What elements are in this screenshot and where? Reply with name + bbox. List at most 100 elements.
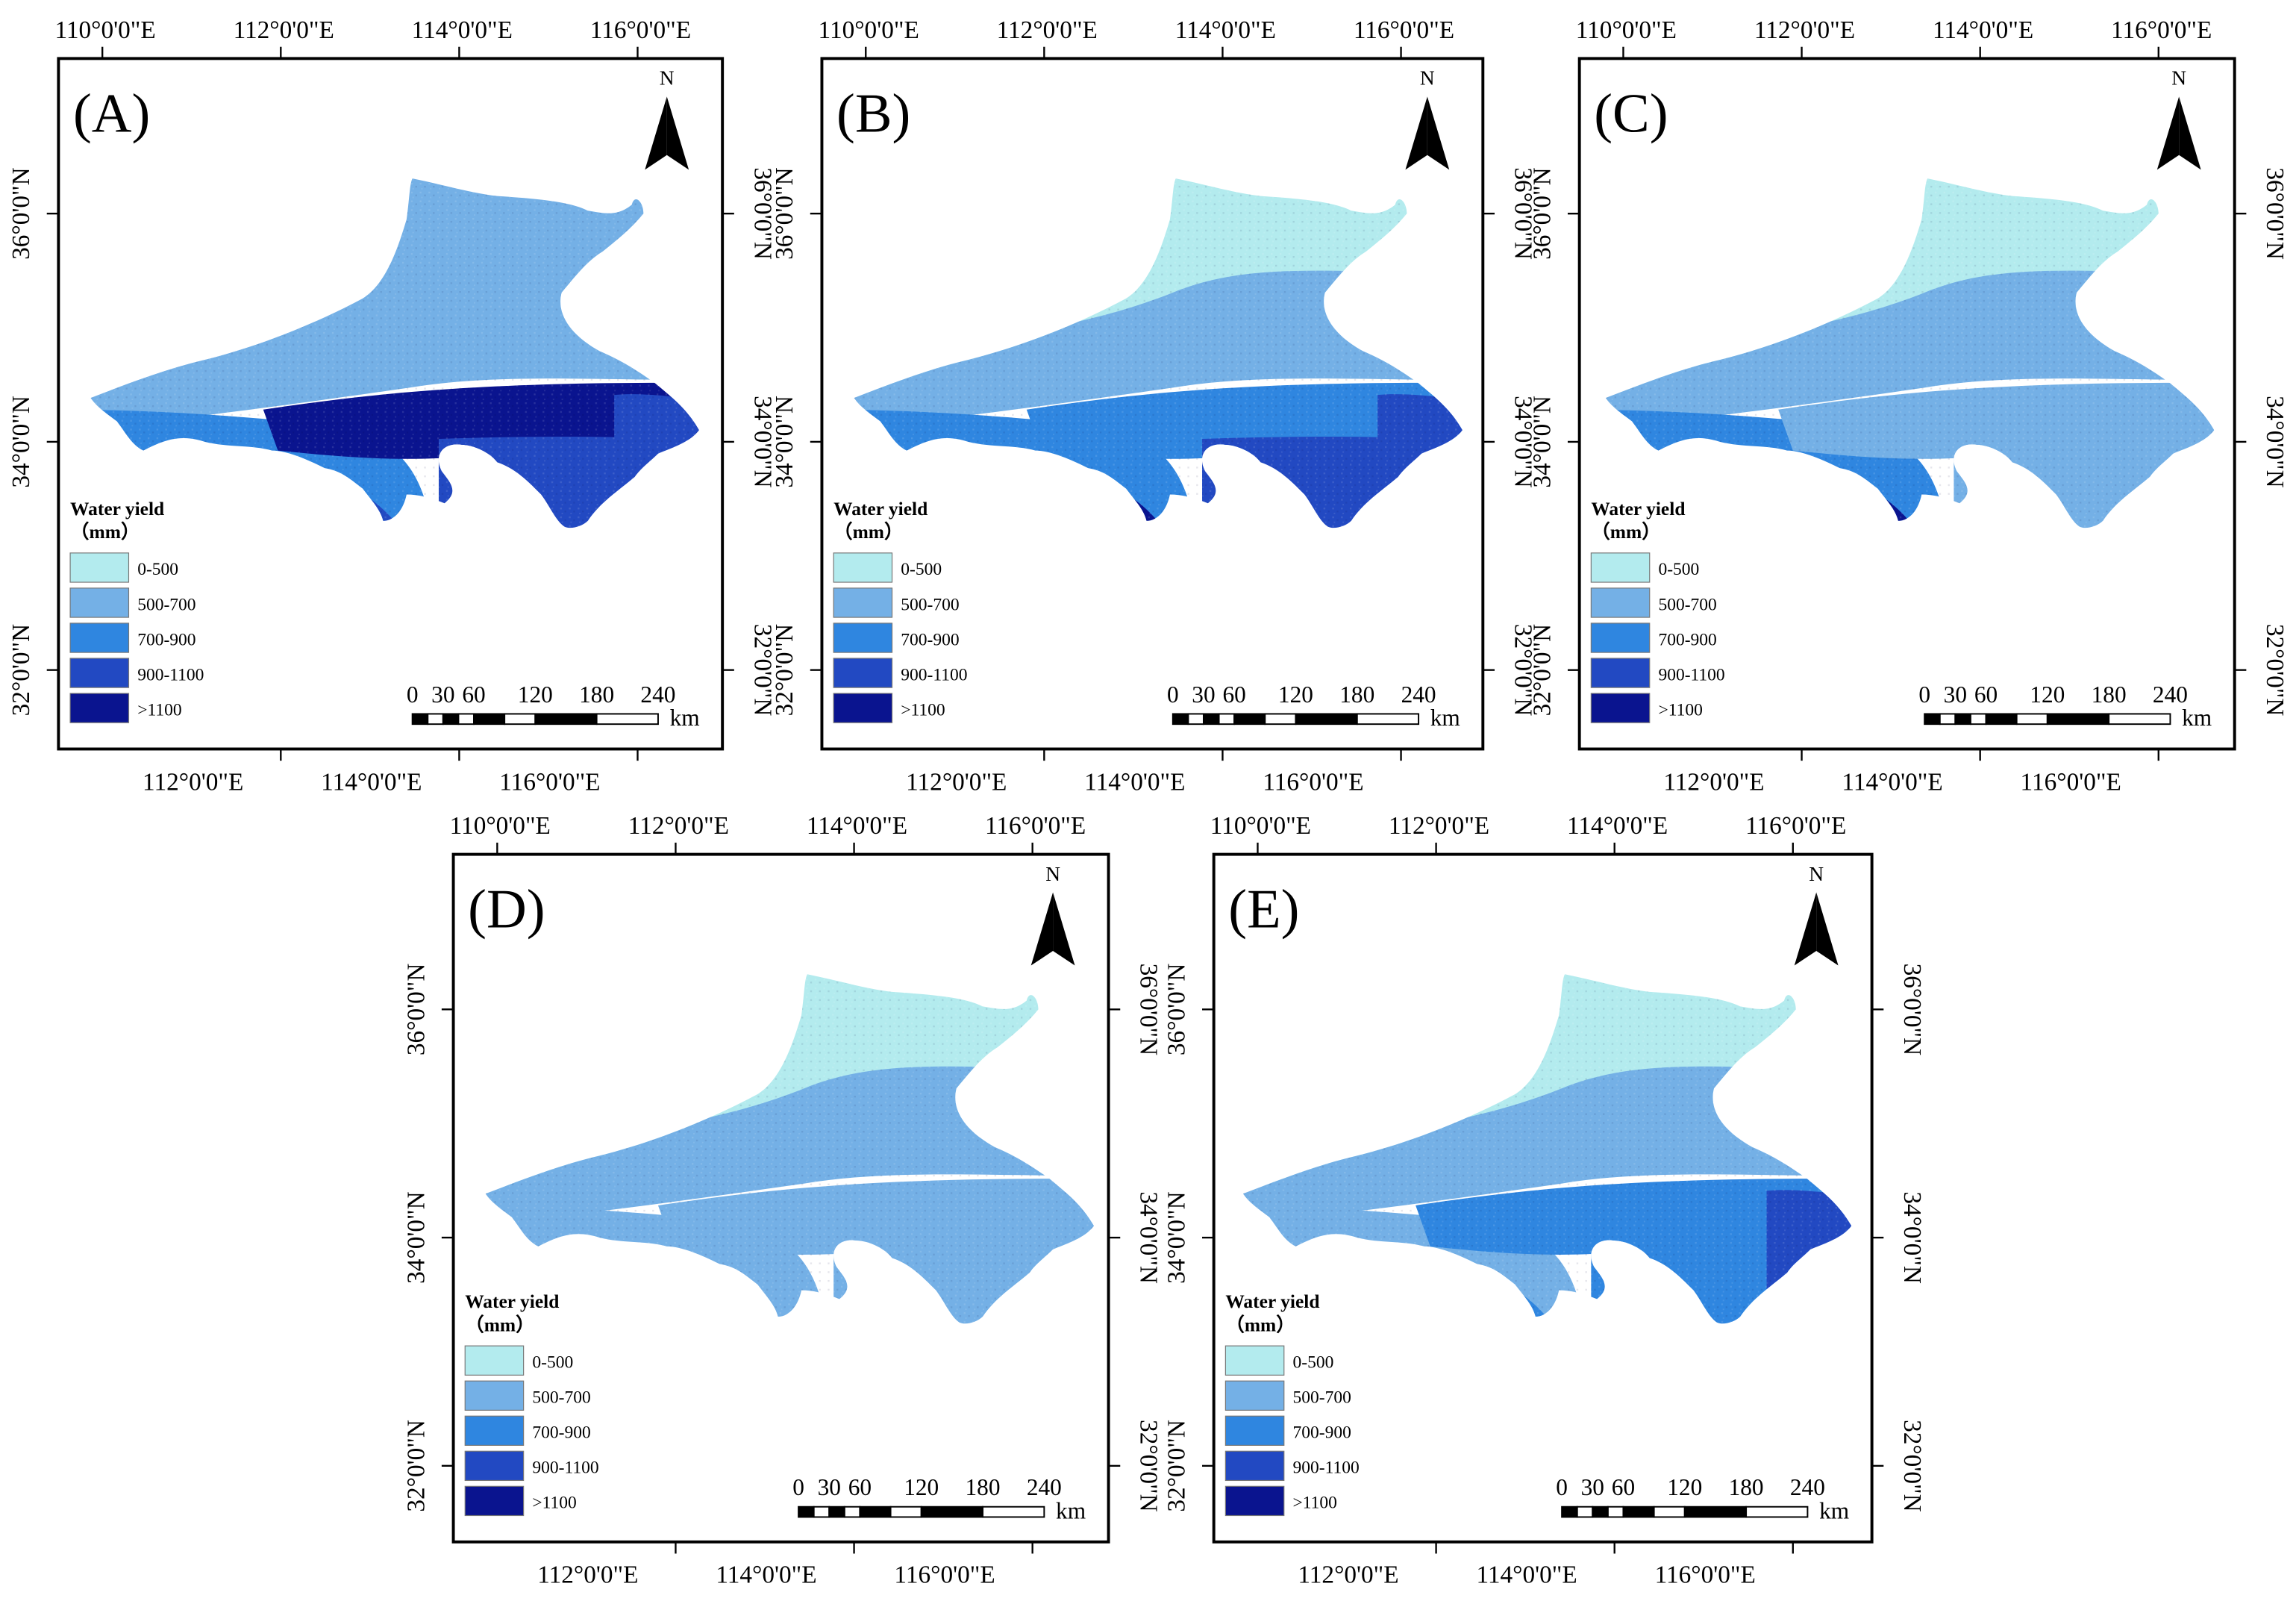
lon-top-label: 116°0'0"E bbox=[590, 16, 691, 44]
legend-label: >1100 bbox=[137, 700, 181, 720]
panel-label: (D) bbox=[468, 879, 545, 940]
legend-swatch bbox=[833, 587, 893, 618]
lon-bottom-label: 114°0'0"E bbox=[1084, 768, 1185, 796]
scale-tick-label: 60 bbox=[462, 681, 485, 708]
legend-swatch bbox=[1590, 623, 1651, 653]
legend-swatch bbox=[833, 693, 893, 723]
lon-bottom-label: 116°0'0"E bbox=[1655, 1561, 1756, 1589]
lat-right-label: 36°0'0"N bbox=[1135, 964, 1163, 1056]
scale-tick-label: 240 bbox=[1401, 681, 1436, 708]
lat-left-label: 32°0'0"N bbox=[1163, 1420, 1190, 1512]
lat-left-label: 36°0'0"N bbox=[1163, 964, 1190, 1056]
map-panel-a: 110°0'0"E 112°0'0"E 114°0'0"E 116°0'0"E 112°… bbox=[7, 16, 776, 796]
legend-label: >1100 bbox=[532, 1494, 576, 1513]
lat-left-label: 36°0'0"N bbox=[402, 964, 430, 1056]
legend-label: 500-700 bbox=[137, 595, 195, 614]
lon-top-label: 110°0'0"E bbox=[1210, 812, 1311, 840]
north-arrow-label: N bbox=[660, 67, 675, 90]
scale-tick-label: 180 bbox=[966, 1474, 1001, 1500]
lat-right-label: 34°0'0"N bbox=[1509, 396, 1536, 488]
legend-label: 500-700 bbox=[532, 1388, 590, 1408]
lon-top-label: 116°0'0"E bbox=[2111, 16, 2212, 44]
lon-bottom-label: 112°0'0"E bbox=[537, 1561, 638, 1589]
scale-tick-label: 180 bbox=[2092, 681, 2127, 708]
scale-tick-label: 0 bbox=[1918, 681, 1930, 708]
scale-tick-label: 60 bbox=[1974, 681, 1998, 708]
legend-swatch bbox=[833, 658, 893, 688]
legend-unit: （mm） bbox=[1225, 1314, 1295, 1336]
lat-right-label: 36°0'0"N bbox=[748, 167, 776, 260]
scale-tick-label: 120 bbox=[518, 681, 553, 708]
scale-tick-label: 240 bbox=[1027, 1474, 1062, 1500]
lat-left-label: 34°0'0"N bbox=[771, 396, 798, 488]
lat-right-label: 34°0'0"N bbox=[1135, 1191, 1163, 1284]
lon-bottom-label: 116°0'0"E bbox=[2021, 768, 2121, 796]
legend-label: 900-1100 bbox=[1293, 1458, 1360, 1478]
legend-swatch bbox=[69, 623, 130, 653]
lon-top-label: 112°0'0"E bbox=[997, 16, 1098, 44]
lat-right-label: 32°0'0"N bbox=[1898, 1420, 1926, 1512]
lat-left-label: 36°0'0"N bbox=[1528, 167, 1556, 260]
lat-right-label: 34°0'0"N bbox=[2261, 396, 2289, 488]
legend-swatch bbox=[464, 1415, 525, 1446]
scale-unit: km bbox=[1056, 1497, 1086, 1523]
lon-bottom-label: 114°0'0"E bbox=[1476, 1561, 1577, 1589]
legend: Water yield（mm） 0-500 500-700 700-900 900-11… bbox=[464, 1291, 599, 1517]
lat-left-label: 36°0'0"N bbox=[7, 167, 35, 260]
scale-tick-label: 60 bbox=[848, 1474, 872, 1500]
graticule-ticks bbox=[46, 46, 734, 761]
graticule-ticks bbox=[810, 46, 1495, 761]
lon-bottom-label: 112°0'0"E bbox=[1298, 1561, 1398, 1589]
lat-left-label: 34°0'0"N bbox=[1163, 1191, 1190, 1284]
scale-tick-label: 60 bbox=[1612, 1474, 1635, 1500]
legend-title: Water yield bbox=[70, 498, 164, 519]
panel-label: (E) bbox=[1228, 879, 1299, 940]
lon-top-label: 114°0'0"E bbox=[1175, 16, 1276, 44]
legend-swatch bbox=[1590, 693, 1651, 723]
legend-swatch bbox=[69, 552, 130, 583]
lat-left-label: 32°0'0"N bbox=[7, 624, 35, 717]
legend-label: 0-500 bbox=[532, 1353, 573, 1373]
legend-swatch bbox=[69, 693, 130, 723]
lon-top-label: 112°0'0"E bbox=[1754, 16, 1855, 44]
legend-label: 500-700 bbox=[901, 595, 959, 614]
legend-label: 900-1100 bbox=[137, 665, 204, 684]
lon-top-label: 112°0'0"E bbox=[1389, 812, 1489, 840]
legend-label: 500-700 bbox=[1293, 1388, 1351, 1408]
lon-top-label: 110°0'0"E bbox=[819, 16, 919, 44]
legend-label: 0-500 bbox=[901, 560, 942, 579]
scale-unit: km bbox=[670, 705, 700, 731]
lon-top-label: 112°0'0"E bbox=[628, 812, 729, 840]
scale-tick-label: 240 bbox=[2153, 681, 2188, 708]
scale-unit: km bbox=[1430, 705, 1460, 731]
legend-label: 0-500 bbox=[137, 560, 178, 579]
lat-left-label: 36°0'0"N bbox=[771, 167, 798, 260]
lon-bottom-label: 114°0'0"E bbox=[716, 1561, 816, 1589]
legend: Water yield（mm） 0-500 500-700 700-900 900-11… bbox=[69, 498, 204, 723]
legend-swatch bbox=[1224, 1450, 1285, 1482]
legend-unit: （mm） bbox=[1591, 521, 1660, 543]
north-arrow-icon: N bbox=[645, 67, 689, 170]
scale-tick-label: 120 bbox=[2030, 681, 2065, 708]
map-panel-c: 110°0'0"E 112°0'0"E 114°0'0"E 116°0'0"E 112°… bbox=[1528, 16, 2288, 796]
legend-swatch bbox=[833, 623, 893, 653]
legend-title: Water yield bbox=[1591, 498, 1685, 519]
lon-top-label: 116°0'0"E bbox=[985, 812, 1086, 840]
north-arrow-label: N bbox=[2171, 67, 2186, 90]
lon-top-label: 116°0'0"E bbox=[1354, 16, 1454, 44]
map-panel-b: 110°0'0"E 112°0'0"E 114°0'0"E 116°0'0"E 112°… bbox=[771, 16, 1536, 796]
lat-right-label: 32°0'0"N bbox=[2261, 624, 2289, 717]
north-arrow-label: N bbox=[1809, 863, 1824, 885]
map-panel-d: 110°0'0"E 112°0'0"E 114°0'0"E 116°0'0"E 112°… bbox=[402, 812, 1162, 1588]
lon-bottom-label: 116°0'0"E bbox=[1263, 768, 1363, 796]
legend-label: 700-900 bbox=[532, 1423, 590, 1443]
scale-tick-label: 0 bbox=[792, 1474, 804, 1500]
lon-top-label: 110°0'0"E bbox=[450, 812, 551, 840]
lat-right-label: 36°0'0"N bbox=[2261, 167, 2289, 260]
scale-tick-label: 240 bbox=[640, 681, 675, 708]
scale-tick-label: 30 bbox=[1581, 1474, 1604, 1500]
